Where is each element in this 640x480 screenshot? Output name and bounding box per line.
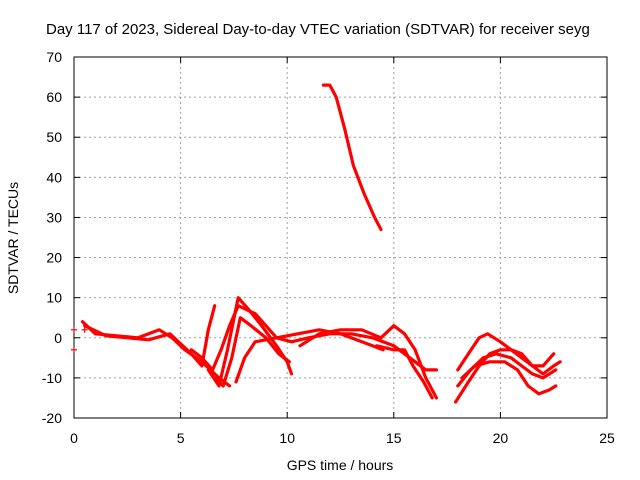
data-point [71, 326, 77, 333]
data-point [81, 326, 88, 333]
y-tick-label: 70 [46, 49, 62, 65]
y-tick-label: 30 [46, 209, 62, 225]
series-track-c [189, 304, 438, 372]
y-tick-label: -10 [42, 370, 62, 386]
series-track-m [456, 352, 558, 388]
series-track-g [298, 324, 438, 400]
y-tick-label: 20 [46, 250, 62, 266]
x-axis-label: GPS time / hours [287, 457, 394, 473]
x-tick-label: 20 [493, 430, 509, 446]
x-tick-label: 0 [70, 430, 78, 446]
plot-frame [73, 56, 608, 419]
data-point [71, 346, 77, 353]
axis-ticks: 0 5 10 15 20 25 -20 -10 0 10 20 30 40 50 60 70 [42, 49, 615, 446]
series-track-l [460, 360, 558, 396]
y-tick-label: 0 [54, 330, 62, 346]
chart-title: Day 117 of 2023, Sidereal Day-to-day VTE… [46, 21, 590, 38]
y-tick-label: 10 [46, 290, 62, 306]
series-track-e [213, 316, 291, 388]
data-series [71, 83, 562, 404]
x-tick-label: 25 [599, 430, 615, 446]
y-tick-label: -20 [42, 410, 62, 426]
series-track-h [375, 344, 434, 400]
series-track-b [83, 304, 217, 368]
x-tick-label: 5 [177, 430, 185, 446]
y-axis-label: SDTVAR / TECUs [5, 182, 21, 294]
y-tick-label: 50 [46, 129, 62, 145]
series-track-k [456, 332, 556, 372]
y-tick-label: 60 [46, 89, 62, 105]
x-tick-label: 10 [279, 430, 295, 446]
y-tick-label: 40 [46, 169, 62, 185]
series-track-d [206, 296, 294, 388]
x-tick-label: 15 [386, 430, 402, 446]
series-track-i [321, 83, 383, 232]
series-track-f [234, 328, 385, 384]
